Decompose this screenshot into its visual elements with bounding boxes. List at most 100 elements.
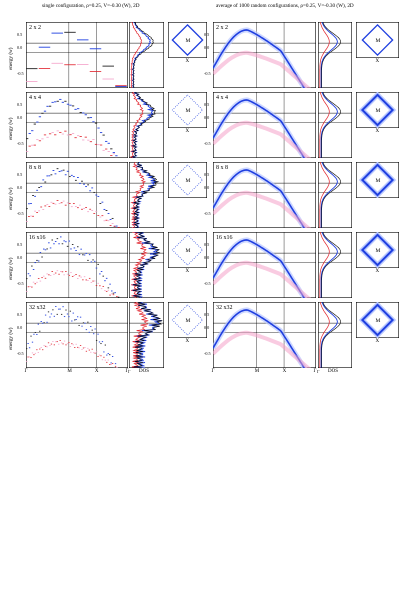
ytick-1-2-2: -0.5 bbox=[204, 211, 211, 217]
size-label-avg-4: 32 x32 bbox=[216, 305, 233, 311]
band-panel-single-2 bbox=[26, 162, 128, 228]
band-panel-avg-4 bbox=[213, 302, 316, 368]
bz-panel-single-1: M bbox=[168, 92, 207, 128]
bz-center-label-1-0: M bbox=[376, 38, 381, 44]
ytick-1-4-2: -0.5 bbox=[204, 351, 211, 357]
bz-center-label-1-3: M bbox=[376, 248, 381, 254]
dos-panel-avg-4 bbox=[318, 302, 352, 368]
bz-x-label-1-0: X bbox=[375, 58, 380, 64]
band-panel-single-4 bbox=[26, 302, 128, 368]
title-left: single configuration, ρ=0.25, V=-0.30 (W… bbox=[42, 3, 140, 9]
band-panel-single-0 bbox=[26, 22, 128, 88]
dos-panel-avg-1 bbox=[318, 92, 352, 158]
bz-panel-single-2: M bbox=[168, 162, 207, 198]
title-right: average of 1000 random configurations, ρ… bbox=[216, 3, 354, 9]
bz-panel-avg-1: M bbox=[356, 92, 399, 128]
ytick-1-3-1: 0.0 bbox=[204, 255, 210, 261]
ytick-1-3-0: 0.5 bbox=[204, 241, 210, 247]
dos-label-1: DOS bbox=[328, 369, 339, 374]
size-label-single-2: 8 x 8 bbox=[29, 165, 41, 171]
band-panel-single-1 bbox=[26, 92, 128, 158]
bz-center-label-0-1: M bbox=[186, 108, 191, 114]
dos-panel-single-4 bbox=[129, 302, 164, 368]
bz-center-label-0-0: M bbox=[186, 38, 191, 44]
ylabel-4: energy (w) bbox=[8, 327, 14, 350]
size-label-avg-1: 4 x 4 bbox=[216, 95, 228, 101]
band-panel-avg-3 bbox=[213, 232, 316, 298]
bz-center-label-0-2: M bbox=[186, 178, 191, 184]
ytick-0-2-0: 0.5 bbox=[17, 171, 23, 177]
bz-x-label-0-1: X bbox=[185, 128, 190, 134]
size-label-avg-2: 8 x 8 bbox=[216, 165, 228, 171]
ylabel-1: energy (w) bbox=[8, 117, 14, 140]
ytick-1-0-0: 0.5 bbox=[204, 31, 210, 37]
size-label-single-1: 4 x 4 bbox=[29, 95, 41, 101]
ytick-0-2-1: 0.0 bbox=[17, 185, 23, 191]
size-label-avg-0: 2 x 2 bbox=[216, 25, 228, 31]
size-label-single-4: 32 x32 bbox=[29, 305, 46, 311]
band-panel-avg-2 bbox=[213, 162, 316, 228]
dos-panel-avg-0 bbox=[318, 22, 352, 88]
bz-panel-single-3: M bbox=[168, 232, 207, 268]
ytick-1-1-2: -0.5 bbox=[204, 141, 211, 147]
bz-x-label-0-0: X bbox=[185, 58, 190, 64]
xtick-1-0: Γ bbox=[211, 369, 215, 374]
ylabel-3: energy (w) bbox=[8, 257, 14, 280]
ytick-0-3-2: -0.5 bbox=[17, 281, 24, 287]
size-label-single-3: 16 x16 bbox=[29, 235, 46, 241]
dos-panel-single-2 bbox=[129, 162, 164, 228]
ytick-0-1-1: 0.0 bbox=[17, 115, 23, 121]
xtick-0-1: M bbox=[67, 369, 72, 374]
ytick-1-4-0: 0.5 bbox=[204, 311, 210, 317]
dos-panel-single-1 bbox=[129, 92, 164, 158]
ytick-1-4-1: 0.0 bbox=[204, 325, 210, 331]
ytick-0-3-1: 0.0 bbox=[17, 255, 23, 261]
dos-label-0: DOS bbox=[139, 369, 150, 374]
band-panel-avg-0 bbox=[213, 22, 316, 88]
xtick-1-1: M bbox=[254, 369, 260, 374]
ytick-1-2-1: 0.0 bbox=[204, 185, 210, 191]
bz-x-label-0-3: X bbox=[185, 268, 190, 274]
band-panel-avg-1 bbox=[213, 92, 316, 158]
ytick-0-4-0: 0.5 bbox=[17, 311, 23, 317]
bz-center-label-0-3: M bbox=[186, 248, 191, 254]
size-label-single-0: 2 x 2 bbox=[29, 25, 41, 31]
ytick-0-1-2: -0.5 bbox=[17, 141, 24, 147]
bz-center-label-1-4: M bbox=[376, 318, 381, 324]
ytick-0-0-2: -0.5 bbox=[17, 71, 24, 77]
bz-panel-single-4: M bbox=[168, 302, 207, 338]
xtick-0-0: Γ bbox=[24, 369, 28, 374]
bz-panel-avg-2: M bbox=[356, 162, 399, 198]
ytick-0-0-1: 0.0 bbox=[17, 45, 23, 51]
xtick-1-3: Γ bbox=[313, 369, 317, 374]
ytick-0-4-1: 0.0 bbox=[17, 325, 23, 331]
ytick-0-2-2: -0.5 bbox=[17, 211, 24, 217]
dos-panel-single-0 bbox=[129, 22, 164, 88]
bz-x-label-1-3: X bbox=[375, 268, 380, 274]
bz-center-label-1-2: M bbox=[376, 178, 381, 184]
bz-panel-avg-3: M bbox=[356, 232, 399, 268]
ytick-0-4-2: -0.5 bbox=[17, 351, 24, 357]
ytick-0-3-0: 0.5 bbox=[17, 241, 23, 247]
ytick-0-0-0: 0.5 bbox=[17, 31, 23, 37]
dos-panel-avg-2 bbox=[318, 162, 352, 228]
bz-x-label-0-4: X bbox=[185, 338, 190, 344]
bz-x-label-1-4: X bbox=[375, 338, 380, 344]
bz-center-label-0-4: M bbox=[186, 318, 191, 324]
ytick-1-3-2: -0.5 bbox=[204, 281, 211, 287]
dos-panel-single-3 bbox=[129, 232, 164, 298]
bz-panel-single-0: M bbox=[168, 22, 207, 58]
size-label-avg-3: 16 x16 bbox=[216, 235, 233, 241]
ylabel-2: energy (w) bbox=[8, 187, 14, 210]
dos-gamma-0: Γ bbox=[128, 369, 131, 374]
bz-panel-avg-0: M bbox=[356, 22, 399, 58]
ylabel-0: energy (w) bbox=[8, 47, 14, 70]
dos-panel-avg-3 bbox=[318, 232, 352, 298]
ytick-0-1-0: 0.5 bbox=[17, 101, 23, 107]
ytick-1-2-0: 0.5 bbox=[204, 171, 210, 177]
ytick-1-0-2: -0.5 bbox=[204, 71, 211, 77]
bz-center-label-1-1: M bbox=[376, 108, 381, 114]
dos-gamma-1: Γ bbox=[317, 369, 320, 374]
xtick-0-3: Γ bbox=[125, 369, 129, 374]
bz-x-label-1-1: X bbox=[375, 128, 380, 134]
